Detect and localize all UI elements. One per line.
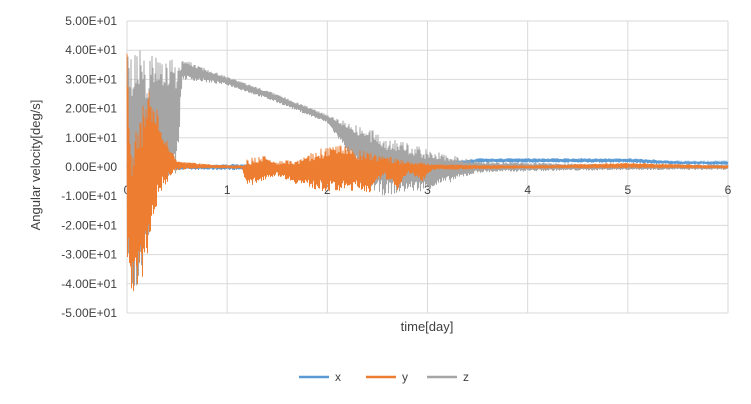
x-tick-label: 4	[524, 183, 531, 197]
y-axis-title: Angular velocity[deg/s]	[28, 100, 43, 231]
series-y-line	[126, 53, 729, 291]
legend-label-z: z	[463, 370, 469, 384]
legend-label-x: x	[335, 370, 341, 384]
y-tick-label: -4.00E+01	[61, 277, 117, 291]
y-tick-label: 4.00E+01	[65, 43, 117, 57]
x-axis-title: time[day]	[401, 319, 454, 334]
y-tick-label: -1.00E+01	[61, 189, 117, 203]
legend: x y z	[299, 370, 469, 384]
y-tick-label: 3.00E+01	[65, 72, 117, 86]
x-tick-label: 1	[224, 183, 231, 197]
y-tick-label: 0.00E+00	[65, 160, 117, 174]
y-tick-label: 2.00E+01	[65, 102, 117, 116]
x-tick-label: 5	[624, 183, 631, 197]
x-tick-label: 6	[725, 183, 732, 197]
legend-label-y: y	[402, 370, 408, 384]
y-tick-label: 1.00E+01	[65, 131, 117, 145]
y-tick-label: 5.00E+01	[65, 14, 117, 28]
y-tick-label: -2.00E+01	[61, 218, 117, 232]
y-tick-labels: 5.00E+01 4.00E+01 3.00E+01 2.00E+01 1.00E+01…	[61, 14, 117, 320]
x-tick-label: 3	[424, 183, 431, 197]
x-tick-label: 2	[324, 183, 331, 197]
plot-area	[126, 50, 729, 291]
y-tick-label: -5.00E+01	[61, 306, 117, 320]
y-tick-label: -3.00E+01	[61, 248, 117, 262]
